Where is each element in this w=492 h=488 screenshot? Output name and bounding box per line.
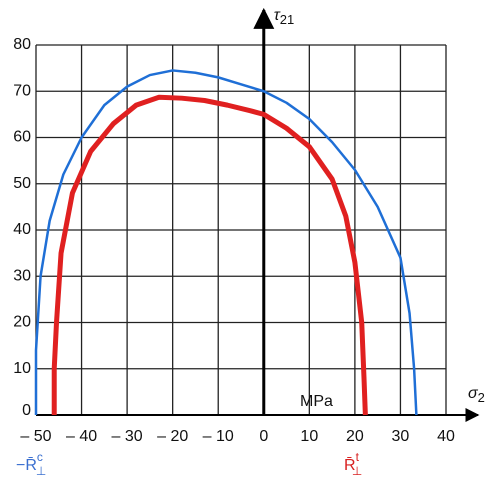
y-tick-label: 80 [13,36,31,53]
unit-label: MPa [300,393,333,410]
symbol: τ [274,7,281,24]
subscript: 21 [280,12,294,27]
x-tick-label: 20 [346,428,364,445]
y-tick-label: 20 [13,314,31,331]
x-tick-label: – 40 [66,428,97,445]
y-tick-label: 50 [13,175,31,192]
x-tick-label: – 50 [20,428,51,445]
annotation-sup: t [356,450,360,464]
x-tick-label: 40 [437,428,455,445]
x-tick-label: 10 [300,428,318,445]
axis-label: σ2 [468,385,485,405]
annotation: R̄t ⊥ [344,450,362,478]
x-tick-label: – 20 [157,428,188,445]
y-tick-label: 30 [13,267,31,284]
x-tick-label: – 30 [112,428,143,445]
axis-label: τ21 [274,7,294,27]
subscript: 2 [478,390,485,405]
y-tick-label: 10 [13,360,31,377]
annotation: −R̄c ⊥ [16,450,46,478]
x-tick-label: 30 [392,428,410,445]
y-tick-label: 40 [13,221,31,238]
series-line [51,94,368,416]
annotation-sub: ⊥ [352,464,362,478]
annotation-sup: c [37,450,43,464]
y-tick-label: 60 [13,129,31,146]
annotation-text: −R̄ [16,457,37,474]
symbol: σ [468,385,479,402]
series-line [34,69,418,416]
x-tick-label: – 10 [203,428,234,445]
x-tick-label: 0 [259,428,268,445]
annotation-text: R̄ [344,457,356,474]
annotation-sub: ⊥ [36,464,46,478]
y-tick-label: 0 [22,402,31,419]
y-tick-label: 70 [13,82,31,99]
